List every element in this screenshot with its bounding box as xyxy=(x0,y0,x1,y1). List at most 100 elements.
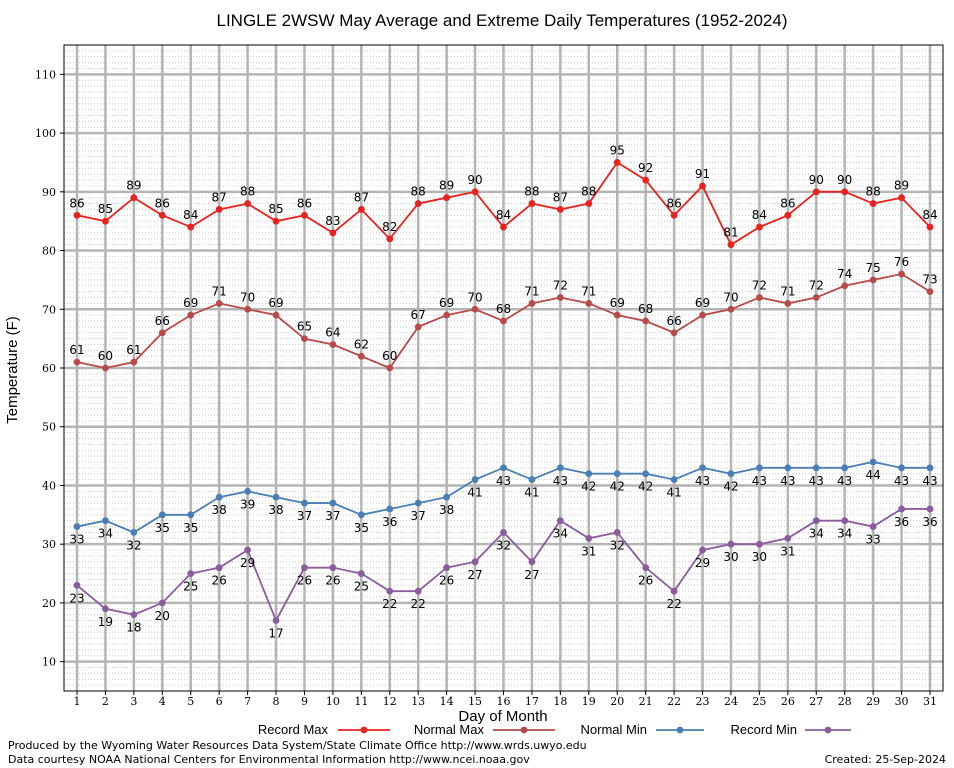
data-label-record-min: 29 xyxy=(695,556,710,570)
data-label-normal-max: 75 xyxy=(865,261,880,275)
data-point-normal-max xyxy=(73,358,81,366)
data-label-normal-max: 60 xyxy=(382,349,397,363)
data-point-record-min xyxy=(130,611,138,619)
data-label-record-min: 36 xyxy=(922,515,937,529)
data-point-normal-max xyxy=(556,294,564,301)
y-tick-label: 60 xyxy=(42,362,56,375)
data-label-normal-min: 43 xyxy=(780,474,795,488)
x-tick-label: 5 xyxy=(187,695,194,708)
legend-marker-normal-min xyxy=(676,726,684,734)
data-label-normal-max: 69 xyxy=(610,296,625,310)
data-point-record-max xyxy=(357,206,365,213)
legend-item-record-min: Record Min xyxy=(731,722,851,737)
data-point-normal-min xyxy=(500,464,507,472)
data-label-record-min: 23 xyxy=(69,591,84,605)
footer-data-courtesy: Data courtesy NOAA National Centers for … xyxy=(8,753,530,766)
data-label-normal-max: 76 xyxy=(894,255,909,269)
data-label-normal-min: 42 xyxy=(610,480,625,494)
y-tick-label: 30 xyxy=(42,538,56,551)
data-point-record-min xyxy=(244,546,252,554)
data-label-normal-max: 65 xyxy=(297,320,312,334)
data-point-normal-max xyxy=(812,294,820,301)
footer-produced-by: Produced by the Wyoming Water Resources … xyxy=(8,739,587,752)
data-point-normal-max xyxy=(500,317,507,325)
data-point-normal-min xyxy=(756,464,763,472)
data-label-record-min: 30 xyxy=(752,550,767,564)
x-tick-label: 15 xyxy=(468,695,482,708)
data-label-normal-min: 43 xyxy=(809,474,824,488)
y-tick-label: 50 xyxy=(42,421,56,434)
series-record-min: 23 19 18 20 25 26 29 17 26 26 25 22 22 26 27 32 27 34 31 32… xyxy=(69,505,938,641)
data-label-record-max: 89 xyxy=(894,179,909,193)
data-label-record-min: 17 xyxy=(268,627,283,641)
data-label-normal-min: 35 xyxy=(155,521,170,535)
x-tick-label: 25 xyxy=(752,695,766,708)
data-label-record-max: 86 xyxy=(297,196,312,210)
x-tick-label: 18 xyxy=(553,695,567,708)
data-point-record-max xyxy=(244,200,252,207)
data-point-record-min xyxy=(102,605,109,613)
data-label-record-min: 26 xyxy=(297,574,312,588)
data-label-record-min: 32 xyxy=(496,538,511,552)
x-tick-label: 4 xyxy=(159,695,166,708)
data-point-normal-min xyxy=(585,470,593,478)
data-label-record-min: 26 xyxy=(212,574,227,588)
data-point-normal-max xyxy=(784,300,792,307)
data-point-normal-min xyxy=(812,464,820,472)
data-label-record-min: 29 xyxy=(240,556,255,570)
data-label-record-min: 34 xyxy=(553,527,568,541)
data-point-record-max xyxy=(756,223,763,231)
data-label-record-max: 82 xyxy=(382,220,397,234)
data-point-normal-max xyxy=(357,352,365,360)
data-point-normal-max xyxy=(926,288,934,296)
y-tick-label: 20 xyxy=(42,597,56,610)
data-label-normal-max: 68 xyxy=(638,302,653,316)
x-tick-label: 21 xyxy=(639,695,653,708)
data-point-normal-max xyxy=(585,300,593,307)
legend: Record Max Normal Max Normal Min Record Min xyxy=(258,722,851,737)
x-tick-label: 17 xyxy=(525,695,539,708)
data-label-normal-max: 70 xyxy=(240,290,255,304)
legend-label-normal-min: Normal Min xyxy=(581,722,647,737)
data-label-record-min: 20 xyxy=(155,609,170,623)
x-tick-label: 24 xyxy=(724,695,738,708)
data-point-record-min xyxy=(357,570,365,577)
data-label-normal-max: 69 xyxy=(183,296,198,310)
x-tick-label: 2 xyxy=(102,695,109,708)
data-label-normal-max: 72 xyxy=(809,279,824,293)
data-point-normal-max xyxy=(386,364,394,372)
data-point-normal-max xyxy=(215,300,223,307)
data-label-normal-min: 37 xyxy=(297,509,312,523)
data-label-record-min: 18 xyxy=(126,621,141,635)
legend-label-record-min: Record Min xyxy=(731,722,797,737)
data-label-record-max: 90 xyxy=(809,173,824,187)
data-label-normal-min: 43 xyxy=(837,474,852,488)
series-record-max: 86 85 89 86 84 87 88 85 86 83 87 82 88 89 90 84 88 87 88 95… xyxy=(69,143,938,249)
x-tick-label: 8 xyxy=(273,695,280,708)
data-label-record-max: 89 xyxy=(126,179,141,193)
data-point-record-max xyxy=(556,206,564,213)
legend-label-record-max: Record Max xyxy=(258,722,329,737)
x-tick-label: 19 xyxy=(582,695,596,708)
data-point-record-min xyxy=(585,534,593,542)
data-point-record-max xyxy=(73,211,81,219)
data-label-record-min: 26 xyxy=(638,574,653,588)
data-point-normal-min xyxy=(244,487,252,495)
data-label-normal-min: 43 xyxy=(922,474,937,488)
x-tick-label: 12 xyxy=(383,695,397,708)
data-point-normal-min xyxy=(130,529,138,536)
data-label-record-min: 27 xyxy=(467,568,482,582)
y-tick-label: 80 xyxy=(42,245,56,258)
data-label-record-max: 84 xyxy=(496,208,511,222)
data-point-record-max xyxy=(869,200,877,207)
data-label-record-min: 22 xyxy=(666,597,681,611)
data-point-record-max xyxy=(187,223,195,231)
data-label-record-min: 26 xyxy=(439,574,454,588)
data-point-normal-min xyxy=(613,470,621,478)
data-label-normal-max: 73 xyxy=(922,273,937,287)
data-label-normal-max: 60 xyxy=(98,349,113,363)
data-label-normal-max: 74 xyxy=(837,267,852,281)
data-point-record-min xyxy=(898,505,905,513)
data-point-record-min xyxy=(784,534,792,542)
legend-marker-record-min xyxy=(824,726,832,734)
